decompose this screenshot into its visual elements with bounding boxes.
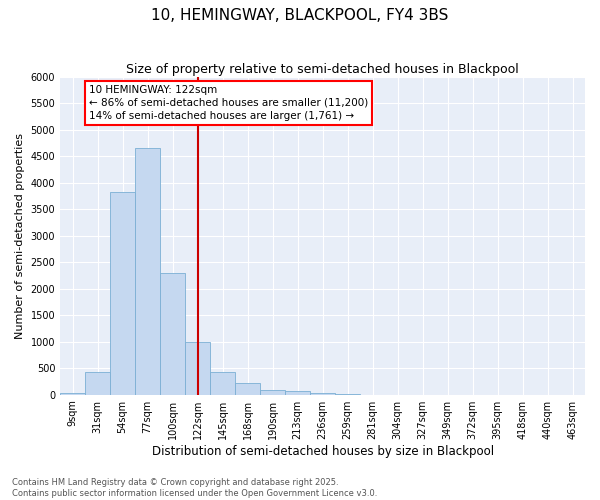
Y-axis label: Number of semi-detached properties: Number of semi-detached properties xyxy=(15,132,25,338)
Bar xyxy=(285,391,310,394)
Bar xyxy=(60,393,85,394)
Title: Size of property relative to semi-detached houses in Blackpool: Size of property relative to semi-detach… xyxy=(126,62,519,76)
Text: 10 HEMINGWAY: 122sqm
← 86% of semi-detached houses are smaller (11,200)
14% of s: 10 HEMINGWAY: 122sqm ← 86% of semi-detac… xyxy=(89,84,368,121)
Bar xyxy=(185,342,210,394)
Bar xyxy=(135,148,160,394)
Bar xyxy=(235,382,260,394)
Bar xyxy=(310,393,335,394)
Bar xyxy=(260,390,285,394)
Bar xyxy=(210,372,235,394)
Bar xyxy=(110,192,135,394)
Text: Contains HM Land Registry data © Crown copyright and database right 2025.
Contai: Contains HM Land Registry data © Crown c… xyxy=(12,478,377,498)
X-axis label: Distribution of semi-detached houses by size in Blackpool: Distribution of semi-detached houses by … xyxy=(152,444,494,458)
Text: 10, HEMINGWAY, BLACKPOOL, FY4 3BS: 10, HEMINGWAY, BLACKPOOL, FY4 3BS xyxy=(151,8,449,22)
Bar xyxy=(160,273,185,394)
Bar xyxy=(85,372,110,394)
